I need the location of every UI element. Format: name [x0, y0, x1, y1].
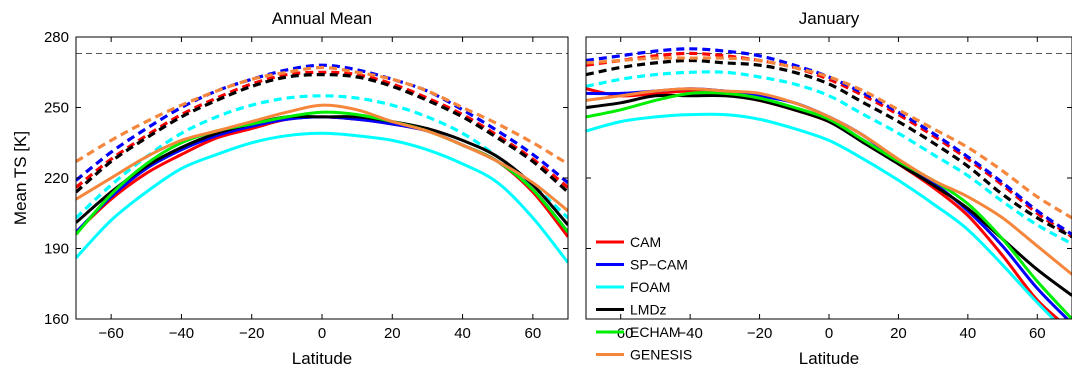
series-line-sp-cam-dashed — [76, 63, 568, 184]
series-line-lmdz-dashed — [586, 58, 1072, 239]
x-tick-label: 20 — [890, 325, 907, 342]
legend: CAM SP−CAM FOAM LMDz ECHAM GENESIS — [596, 234, 692, 363]
series-line-foam-solid — [586, 112, 1056, 319]
x-tick-label: 0 — [825, 325, 833, 342]
y-tick-label: 190 — [44, 241, 69, 258]
series-line-foam-solid — [76, 131, 568, 264]
series-line-sp-cam-dashed — [586, 47, 1072, 236]
series-line-genesis-dashed — [76, 65, 568, 166]
legend-label-foam: FOAM — [630, 279, 670, 295]
x-axis-label: Latitude — [799, 349, 860, 368]
y-tick-label: 160 — [44, 311, 69, 328]
legend-label-echam: ECHAM — [630, 324, 681, 340]
x-tick-label: −20 — [239, 325, 264, 342]
series-line-echam-solid — [586, 91, 1072, 319]
series-line-genesis-dashed — [586, 56, 1072, 220]
x-tick-label: −40 — [677, 325, 702, 342]
chart-title: January — [799, 9, 860, 28]
series-line-lmdz-solid — [76, 114, 568, 226]
series-line-lmdz-dashed — [76, 73, 568, 194]
legend-label-cam: CAM — [630, 234, 661, 250]
y-tick-label: 250 — [44, 100, 69, 117]
series-line-cam-dashed — [586, 51, 1072, 239]
x-tick-label: −20 — [747, 325, 772, 342]
series-line-genesis-solid — [586, 87, 1072, 276]
x-tick-label: 0 — [318, 325, 326, 342]
series-line-foam-dashed — [586, 70, 1072, 246]
x-tick-label: 40 — [454, 325, 471, 342]
x-tick-label: 60 — [525, 325, 542, 342]
y-axis-label: Mean TS [K] — [11, 131, 30, 225]
legend-label-genesis: GENESIS — [630, 347, 692, 363]
x-tick-label: 60 — [1029, 325, 1046, 342]
chart-title: Annual Mean — [272, 9, 372, 28]
x-tick-label: −60 — [98, 325, 123, 342]
x-tick-label: 20 — [384, 325, 401, 342]
series-lines — [586, 47, 1072, 319]
legend-label-lmdz: LMDz — [630, 302, 667, 318]
series-line-genesis-solid — [76, 103, 568, 213]
series-line-cam-dashed — [76, 70, 568, 189]
x-axis-label: Latitude — [292, 349, 353, 368]
x-tick-label: −40 — [169, 325, 194, 342]
y-tick-label: 220 — [44, 170, 69, 187]
series-lines — [76, 63, 568, 264]
series-line-foam-dashed — [76, 94, 568, 220]
panel-annual-mean: Annual Mean −60 −40 −20 0 20 40 60 160 190 220 250 2… — [11, 9, 569, 368]
y-tick-label: 280 — [44, 29, 69, 46]
x-tick-label: 40 — [960, 325, 977, 342]
legend-label-sp-cam: SP−CAM — [630, 257, 688, 273]
plot-frame — [75, 36, 569, 320]
